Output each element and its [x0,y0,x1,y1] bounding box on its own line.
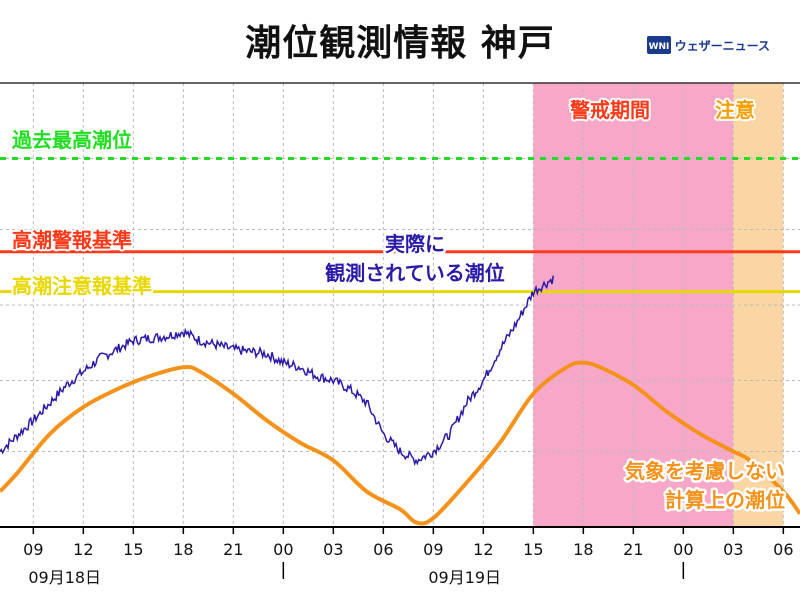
x-tick-label: 12 [73,540,93,559]
astronomical-tide-label: 気象を考慮しない [625,459,785,483]
page-title: 潮位観測情報 神戸 [245,23,555,64]
x-tick-label: 06 [373,540,393,559]
warning-label: 高潮警報基準 [12,228,132,252]
brand: WNI ウェザーニュース [646,36,770,54]
observed-tide-line [0,275,555,467]
x-tick-label: 12 [473,540,493,559]
x-tick-label: 09 [423,540,443,559]
brand-name: ウェザーニュース [674,38,770,53]
x-tick-label: 18 [573,540,593,559]
x-tick-label: 09 [23,540,43,559]
warning-zone-label: 警戒期間 [570,98,650,122]
astronomical-tide-line [0,360,800,526]
x-tick-label: 21 [623,540,643,559]
x-tick-label: 15 [523,540,543,559]
x-tick-label: 03 [723,540,743,559]
observed-tide-label: 観測されている潮位 [325,261,504,285]
x-tick-label: 21 [223,540,243,559]
x-tick-label: 06 [773,540,793,559]
observed-tide-label: 実際に [385,232,445,256]
date-label: 09月18日 [28,568,101,587]
x-tick-label: 00 [273,540,293,559]
weathernews-logo-icon: WNI [646,36,671,54]
x-tick-label: 15 [123,540,143,559]
record-label: 過去最高潮位 [12,128,132,152]
x-tick-label: 00 [673,540,693,559]
logo-text: WNI [648,42,669,52]
astronomical-tide-label: 計算上の潮位 [665,488,785,512]
x-tick-label: 03 [323,540,343,559]
date-label: 09月19日 [428,568,501,587]
caution-zone-label: 注意 [715,98,755,122]
caution-label: 高潮注意報基準 [12,274,152,298]
x-tick-label: 18 [173,540,193,559]
